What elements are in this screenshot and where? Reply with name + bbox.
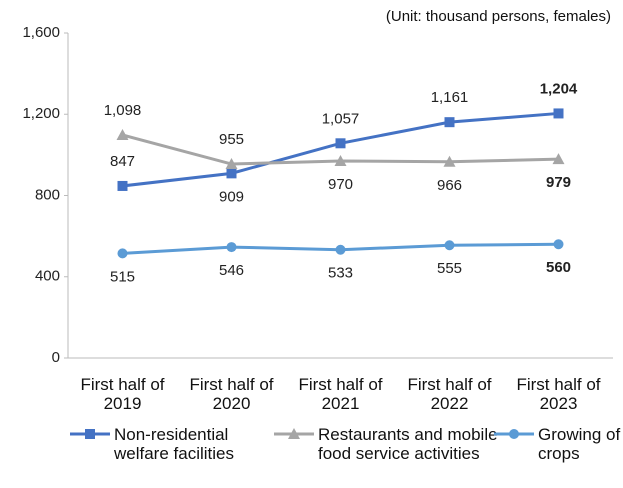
marker [552, 153, 565, 165]
x-tick-label: First half of 2020 [189, 375, 274, 413]
data-label: 970 [328, 176, 353, 193]
data-label: 533 [328, 265, 353, 282]
chart-subtitle: (Unit: thousand persons, females) [385, 8, 611, 25]
marker [116, 128, 129, 140]
data-label: 909 [219, 188, 244, 205]
data-label: 1,161 [431, 89, 469, 106]
legend-item: Restaurants and mobile food service acti… [272, 425, 508, 463]
legend-label: Non-residential welfare facilities [114, 425, 234, 463]
legend-swatch [70, 429, 110, 439]
legend-item: Non-residential welfare facilities [68, 425, 264, 463]
data-label: 1,204 [540, 80, 578, 97]
data-label: 515 [110, 268, 135, 285]
marker [226, 242, 237, 253]
legend-label: Restaurants and mobile food service acti… [318, 425, 498, 463]
data-label: 966 [437, 177, 462, 194]
data-label: 979 [546, 174, 571, 191]
x-tick-label: First half of 2021 [298, 375, 383, 413]
data-label: 955 [219, 131, 244, 148]
marker [288, 428, 300, 439]
marker [335, 138, 346, 149]
legend-item: Growing of crops [492, 425, 623, 463]
marker [335, 244, 346, 255]
legend-swatch [274, 428, 314, 439]
marker [444, 240, 455, 251]
marker [443, 155, 456, 167]
marker [117, 180, 128, 191]
data-label: 1,057 [322, 110, 360, 127]
data-label: 546 [219, 262, 244, 279]
legend-label: Growing of crops [538, 425, 621, 463]
marker [225, 158, 238, 170]
marker [226, 168, 237, 179]
marker [334, 154, 347, 166]
y-tick-label: 800 [35, 186, 60, 203]
marker [553, 239, 564, 250]
marker [117, 248, 128, 259]
legend-swatch [494, 429, 534, 439]
x-tick-label: First half of 2023 [516, 375, 601, 413]
y-tick-label: 400 [35, 268, 60, 285]
data-label: 560 [546, 259, 571, 276]
x-tick-label: First half of 2019 [80, 375, 165, 413]
marker [85, 429, 95, 439]
y-tick-label: 0 [52, 349, 60, 366]
data-label: 1,098 [104, 102, 142, 119]
y-tick-label: 1,600 [22, 24, 60, 41]
data-label: 847 [110, 153, 135, 170]
marker [444, 117, 455, 128]
y-tick-label: 1,200 [22, 105, 60, 122]
x-tick-label: First half of 2022 [407, 375, 492, 413]
marker [509, 429, 519, 439]
data-label: 555 [437, 260, 462, 277]
marker [553, 108, 564, 119]
